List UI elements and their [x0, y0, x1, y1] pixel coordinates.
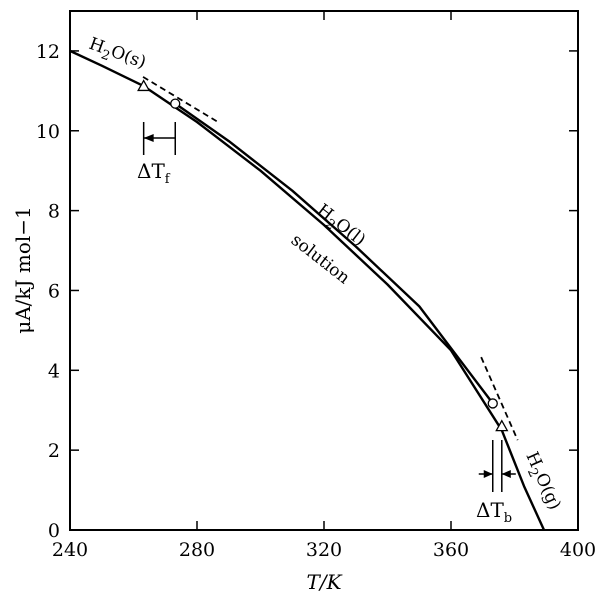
x-tick-label: 240 — [52, 539, 88, 561]
y-axis-label: μA/kJ mol−1 — [11, 206, 35, 334]
delta-tb-arrowhead-left — [483, 470, 493, 478]
gas-curve-label: H2O(g) — [518, 449, 565, 515]
x-axis-label: T/K — [306, 570, 342, 594]
series-line-h2o-l — [174, 102, 494, 405]
delta-markers — [142, 122, 516, 492]
y-tick-label: 8 — [48, 201, 60, 223]
x-tick-label: 400 — [560, 539, 596, 561]
x-tick-label: 360 — [433, 539, 469, 561]
y-tick-label: 10 — [36, 121, 60, 143]
delta-tf-label: ΔTf — [137, 159, 171, 187]
delta-tb-label: ΔTb — [476, 498, 512, 526]
axis-ticks: 240 280 320 360 400 0 2 4 6 8 10 12 — [36, 11, 596, 561]
y-tick-label: 6 — [48, 280, 60, 302]
x-tick-label: 280 — [179, 539, 215, 561]
tangent-line — [142, 76, 220, 124]
phase-point-circle — [170, 98, 181, 109]
phase-point-circle — [487, 398, 498, 409]
series-line-solution — [143, 85, 503, 431]
solid-curve-label: H2O(s) — [85, 34, 149, 77]
tangent-lines — [142, 76, 519, 441]
delta-tf-arrowhead — [143, 134, 154, 142]
markers — [137, 79, 509, 432]
tangent-line — [480, 356, 519, 441]
y-tick-label: 0 — [48, 520, 60, 542]
series-line-h2o-g — [500, 429, 546, 531]
data-curves — [69, 49, 546, 531]
series-line-h2o-s — [69, 49, 145, 88]
x-tick-label: 320 — [306, 539, 342, 561]
y-tick-label: 4 — [48, 360, 60, 382]
y-tick-label: 2 — [48, 440, 60, 462]
phase-point-triangle — [137, 79, 151, 92]
y-tick-label: 12 — [36, 41, 60, 63]
delta-tb-arrowhead-right — [501, 470, 511, 478]
phase-point-triangle — [495, 419, 509, 432]
